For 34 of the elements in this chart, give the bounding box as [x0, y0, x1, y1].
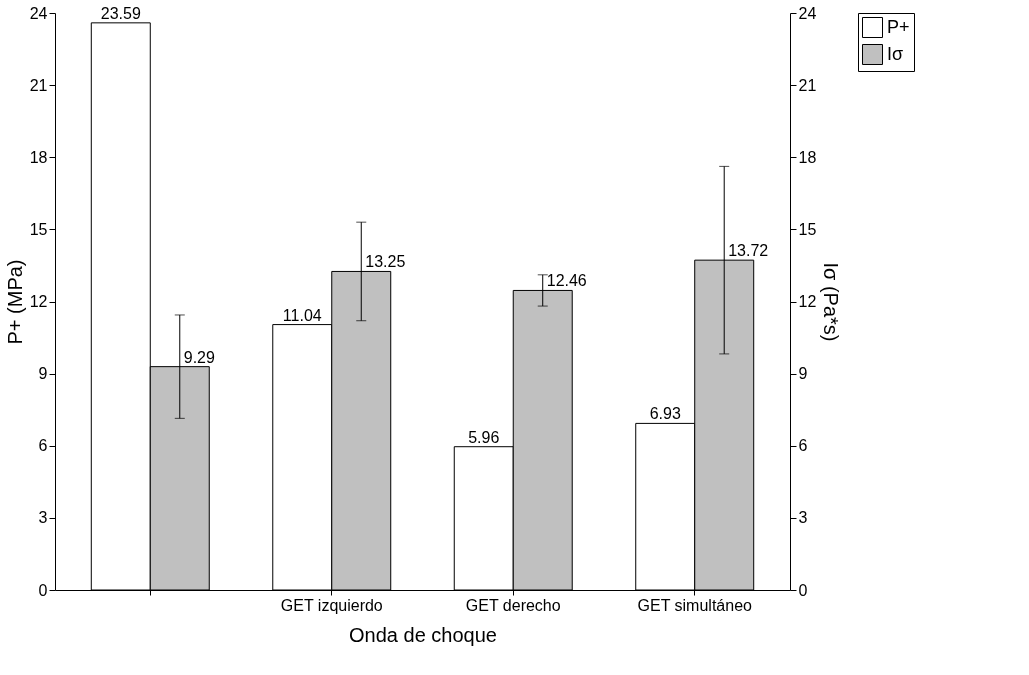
y2-tick-label: 15	[798, 220, 817, 238]
data-label: 12.46	[546, 272, 587, 290]
y-tick-label: 0	[38, 581, 48, 599]
y-axis-title: P+ (MPa)	[3, 259, 26, 345]
data-label: 13.72	[728, 242, 769, 260]
y-tick-label: 3	[38, 509, 48, 527]
data-label: 13.25	[365, 253, 406, 271]
y2-tick-label: 12	[798, 293, 817, 310]
y-tick-label: 24	[29, 4, 48, 22]
y2-tick-label: 21	[798, 76, 817, 94]
data-label: 6.93	[649, 405, 681, 423]
y2-tick-label: 9	[798, 365, 808, 383]
y-tick-label: 18	[29, 148, 48, 166]
x-axis-title: Onda de choque	[349, 623, 497, 646]
x-tick-label: GET derecho	[465, 596, 561, 614]
y-tick-label: 15	[29, 220, 48, 238]
y-tick-label: 9	[38, 365, 48, 383]
y2-tick-label: 0	[798, 581, 808, 599]
x-tick-label: GET izquierdo	[280, 596, 383, 614]
legend-label: P+	[887, 16, 910, 37]
y2-tick-label: 24	[798, 4, 817, 22]
y2-tick-label: 18	[798, 148, 817, 166]
y2-tick-label: 6	[798, 437, 808, 455]
y2-tick-label: 3	[798, 509, 808, 527]
data-label: 23.59	[100, 4, 141, 22]
data-label: 9.29	[183, 348, 216, 366]
y2-axis-title: Iσ (Pa*s)	[820, 262, 843, 342]
y-tick-label: 21	[29, 76, 48, 94]
data-label: 5.96	[468, 428, 500, 446]
y-tick-label: 6	[38, 437, 48, 455]
data-label: 11.04	[282, 306, 322, 324]
y-tick-label: 12	[29, 293, 48, 310]
legend-label: Iσ	[887, 43, 904, 64]
x-tick-label: GET simultáneo	[637, 596, 753, 614]
